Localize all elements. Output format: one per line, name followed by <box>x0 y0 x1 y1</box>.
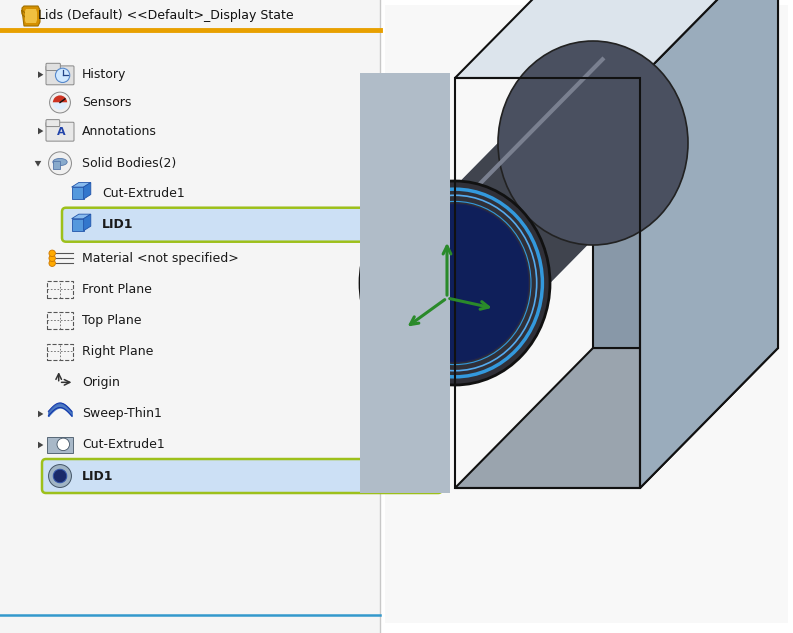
Polygon shape <box>71 187 83 199</box>
Polygon shape <box>71 219 83 230</box>
Text: Material <not specified>: Material <not specified> <box>82 252 239 265</box>
FancyBboxPatch shape <box>379 325 397 369</box>
FancyBboxPatch shape <box>47 437 73 453</box>
Ellipse shape <box>381 204 529 362</box>
Text: Right Plane: Right Plane <box>82 345 153 358</box>
Ellipse shape <box>53 158 67 166</box>
Text: Solid Bodies(2): Solid Bodies(2) <box>82 157 176 170</box>
Circle shape <box>49 250 56 256</box>
Text: Cut-Extrude1: Cut-Extrude1 <box>102 187 185 199</box>
Polygon shape <box>71 214 91 219</box>
Polygon shape <box>455 0 778 78</box>
FancyBboxPatch shape <box>53 161 60 168</box>
FancyBboxPatch shape <box>46 122 74 141</box>
Text: Origin: Origin <box>82 376 120 389</box>
FancyBboxPatch shape <box>0 0 380 633</box>
Polygon shape <box>38 442 44 448</box>
Polygon shape <box>640 0 778 488</box>
Wedge shape <box>53 96 67 103</box>
FancyBboxPatch shape <box>46 120 59 127</box>
FancyBboxPatch shape <box>62 208 442 242</box>
Circle shape <box>48 152 71 175</box>
Ellipse shape <box>360 181 550 385</box>
Polygon shape <box>38 128 44 134</box>
Circle shape <box>49 260 56 266</box>
Circle shape <box>49 255 56 261</box>
Circle shape <box>56 68 70 82</box>
Polygon shape <box>360 41 688 283</box>
FancyBboxPatch shape <box>46 66 74 85</box>
Polygon shape <box>38 411 44 417</box>
FancyBboxPatch shape <box>46 63 60 70</box>
Text: History: History <box>82 68 126 81</box>
Text: Front Plane: Front Plane <box>82 283 152 296</box>
Text: LID1: LID1 <box>102 218 133 231</box>
Polygon shape <box>35 161 41 166</box>
Polygon shape <box>38 72 44 78</box>
FancyBboxPatch shape <box>385 5 788 623</box>
Circle shape <box>50 92 71 113</box>
FancyBboxPatch shape <box>380 0 793 633</box>
Text: Top Plane: Top Plane <box>82 314 141 327</box>
Circle shape <box>53 469 67 483</box>
Polygon shape <box>593 0 778 348</box>
Text: Sensors: Sensors <box>82 96 132 109</box>
Polygon shape <box>455 348 778 488</box>
Circle shape <box>48 465 71 487</box>
Ellipse shape <box>498 41 688 245</box>
Circle shape <box>57 438 70 451</box>
Text: LID1: LID1 <box>82 470 113 482</box>
Polygon shape <box>25 9 37 23</box>
FancyBboxPatch shape <box>42 459 442 493</box>
Wedge shape <box>53 103 67 110</box>
Polygon shape <box>71 182 91 187</box>
Polygon shape <box>360 143 688 385</box>
Polygon shape <box>83 182 91 199</box>
Polygon shape <box>22 6 40 26</box>
Polygon shape <box>360 73 450 493</box>
Text: A: A <box>57 127 66 137</box>
Text: Annotations: Annotations <box>82 125 157 137</box>
Text: Sweep-Thin1: Sweep-Thin1 <box>82 408 162 420</box>
Polygon shape <box>83 214 91 230</box>
Text: Cut-Extrude1: Cut-Extrude1 <box>82 439 165 451</box>
Text: Lids (Default) <<Default>_Display State: Lids (Default) <<Default>_Display State <box>38 9 293 23</box>
